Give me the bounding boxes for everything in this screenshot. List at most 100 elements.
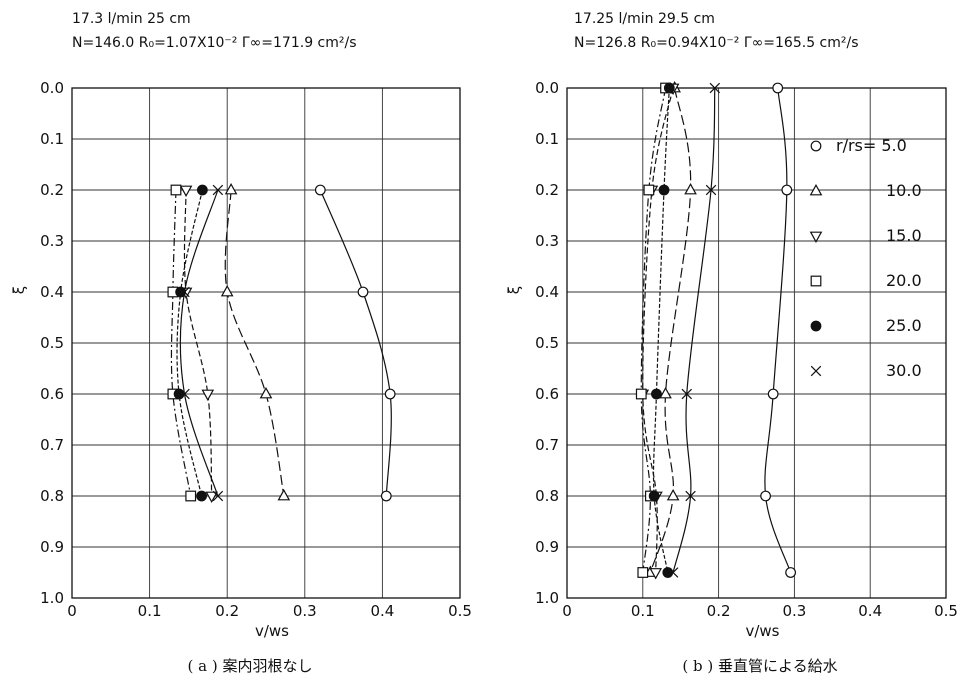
data-point: [666, 488, 680, 501]
series-1: [314, 184, 396, 502]
y-tick-label: 0.2: [535, 181, 559, 199]
data-point: [651, 388, 662, 400]
data-point: [384, 388, 396, 400]
y-tick-label: 0.0: [40, 79, 64, 97]
legend-marker: [810, 140, 822, 152]
chart-panel-b: 17.25 l/min 29.5 cm N=126.8 R₀=0.94X10⁻² …: [505, 11, 958, 675]
y-tick-label: 0.6: [535, 385, 559, 403]
y-tick-label: 0.9: [40, 538, 64, 556]
series-line: [183, 189, 213, 497]
data-point: [196, 490, 207, 502]
y-tick-label: 0.8: [535, 487, 559, 505]
data-point: [659, 386, 672, 399]
y-tick-label: 0.8: [40, 487, 64, 505]
data-point: [681, 388, 692, 400]
legend-label: 10.0: [886, 181, 922, 200]
plot-frame: [566, 87, 947, 599]
x-tick-label: 0.1: [138, 602, 162, 620]
chart-header-line-1: 17.25 l/min 29.5 cm: [574, 11, 715, 27]
data-point: [635, 388, 647, 400]
y-tick-label: 0.0: [535, 79, 559, 97]
legend-label: r/rs= 5.0: [836, 136, 907, 155]
y-tick-label: 0.2: [40, 181, 64, 199]
series-2: [220, 182, 291, 501]
chart-header-line-1: 17.3 l/min 25 cm: [72, 11, 191, 27]
legend-marker: [810, 320, 822, 332]
series-line: [642, 87, 674, 573]
series-5: [648, 82, 675, 578]
x-tick-label: 0.4: [370, 602, 394, 620]
data-point: [705, 184, 717, 196]
data-point: [196, 184, 208, 196]
y-tick-label: 0.5: [40, 334, 64, 352]
series-line: [170, 189, 192, 497]
y-tick-label: 0.4: [535, 283, 559, 301]
legend-label: 20.0: [886, 271, 922, 290]
data-point: [357, 286, 369, 298]
data-point: [709, 82, 721, 94]
chart-header-line-2: N=146.0 R₀=1.07X10⁻² Γ∞=171.9 cm²/s: [72, 35, 357, 51]
grid: [71, 87, 461, 599]
legend-label: 25.0: [886, 316, 922, 335]
data-point: [380, 490, 392, 502]
series-line: [176, 189, 203, 497]
legend: r/rs= 5.0 10.0 15.0 20.0 25.0 30.0: [809, 136, 922, 380]
data-point: [205, 491, 218, 504]
y-tick-label: 0.7: [40, 436, 64, 454]
x-axis-label: v/ws: [255, 622, 289, 640]
x-tick-label: 0.2: [215, 602, 239, 620]
data-point: [201, 389, 215, 402]
y-axis-label: ξ: [10, 286, 28, 294]
chart-caption: ( b ) 垂直管による給水: [682, 657, 837, 675]
legend-marker: [809, 183, 823, 196]
legend-marker: [810, 275, 822, 287]
y-tick-label: 0.4: [40, 283, 64, 301]
series-line: [764, 87, 792, 573]
data-point: [185, 490, 197, 502]
series-line: [179, 189, 219, 497]
y-tick-label: 0.1: [40, 130, 64, 148]
chart-header-line-2: N=126.8 R₀=0.94X10⁻² Γ∞=165.5 cm²/s: [574, 35, 859, 51]
x-tick-label: 0: [67, 602, 77, 620]
data-point: [685, 490, 696, 502]
data-point: [220, 284, 234, 297]
y-tick-label: 0.6: [40, 385, 64, 403]
legend-marker: [810, 365, 822, 377]
data-point: [637, 567, 649, 578]
data-point: [212, 184, 224, 196]
legend-marker: [809, 231, 823, 244]
data-point: [663, 82, 675, 94]
data-point: [772, 82, 784, 94]
x-tick-label: 0.5: [934, 602, 958, 620]
series-line: [224, 189, 285, 497]
y-tick-label: 0.5: [535, 334, 559, 352]
y-tick-label: 0.1: [535, 130, 559, 148]
data-point: [175, 286, 187, 298]
y-tick-label: 0.3: [535, 232, 559, 250]
x-axis-label: v/ws: [745, 622, 779, 640]
data-point: [667, 567, 679, 578]
data-point: [179, 388, 190, 400]
data-point: [170, 184, 182, 196]
data-point: [212, 490, 224, 502]
legend-label: 30.0: [886, 361, 922, 380]
x-tick-label: 0.1: [631, 602, 655, 620]
y-tick-label: 0.9: [535, 538, 559, 556]
x-tick-label: 0.4: [858, 602, 882, 620]
data-point: [179, 185, 193, 198]
series-6: [179, 184, 224, 502]
x-tick-label: 0.2: [707, 602, 731, 620]
series-line: [672, 87, 716, 573]
series-line: [649, 87, 692, 573]
data-point: [781, 184, 793, 196]
series-6: [667, 82, 721, 578]
data-point: [224, 182, 238, 195]
data-point: [760, 490, 771, 502]
series-3: [179, 185, 218, 504]
data-point: [767, 388, 779, 400]
data-point: [179, 286, 190, 298]
data-point: [785, 567, 797, 578]
y-tick-label: 0.3: [40, 232, 64, 250]
